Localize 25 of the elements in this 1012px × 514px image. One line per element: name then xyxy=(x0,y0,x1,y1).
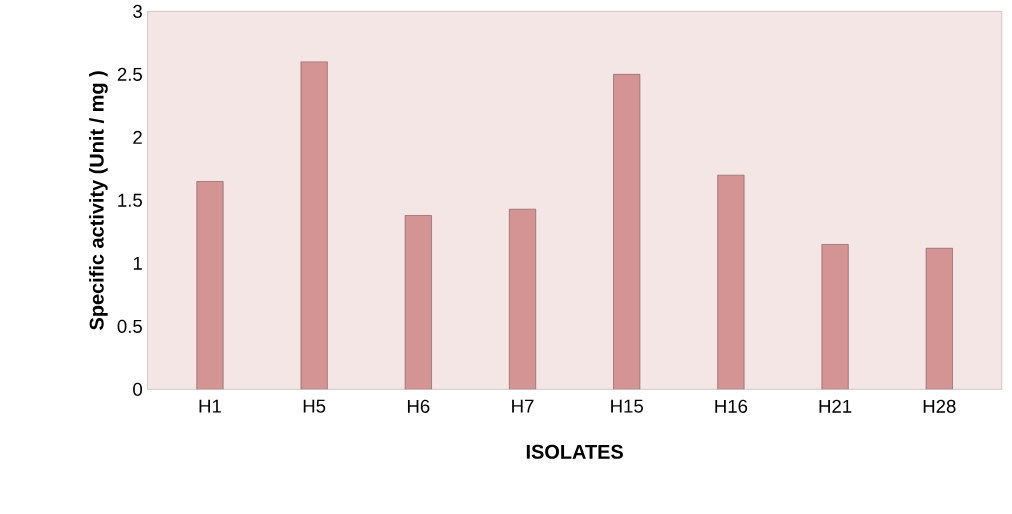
x-axis-title: ISOLATES xyxy=(526,444,623,459)
y-tick-label: 2.5 xyxy=(117,67,142,81)
bar xyxy=(404,215,432,390)
x-tick-label: H7 xyxy=(512,399,534,413)
bar xyxy=(509,208,537,390)
bar xyxy=(196,181,224,390)
y-tick-label: 0.5 xyxy=(117,319,142,333)
y-tick-label: 1 xyxy=(133,256,142,270)
y-tick-label: 0 xyxy=(133,382,143,396)
y-tick-label: 3 xyxy=(133,4,142,18)
bar xyxy=(821,244,849,390)
bar xyxy=(300,61,328,390)
x-tick-label: H15 xyxy=(611,399,643,413)
x-tick-label: H5 xyxy=(303,399,326,413)
x-tick-label: H16 xyxy=(715,399,748,413)
x-tick-label: H6 xyxy=(407,399,430,413)
x-tick-label: H1 xyxy=(199,399,221,413)
bar xyxy=(613,74,641,390)
x-tick-label: H28 xyxy=(923,399,956,413)
bar xyxy=(717,174,745,390)
y-tick-label: 2 xyxy=(133,130,142,144)
bar xyxy=(925,247,953,390)
x-tick-label: H21 xyxy=(819,399,852,413)
y-tick-label: 1.5 xyxy=(118,193,142,207)
y-axis-title: Specific activity (Unit / mg ) xyxy=(89,71,108,330)
